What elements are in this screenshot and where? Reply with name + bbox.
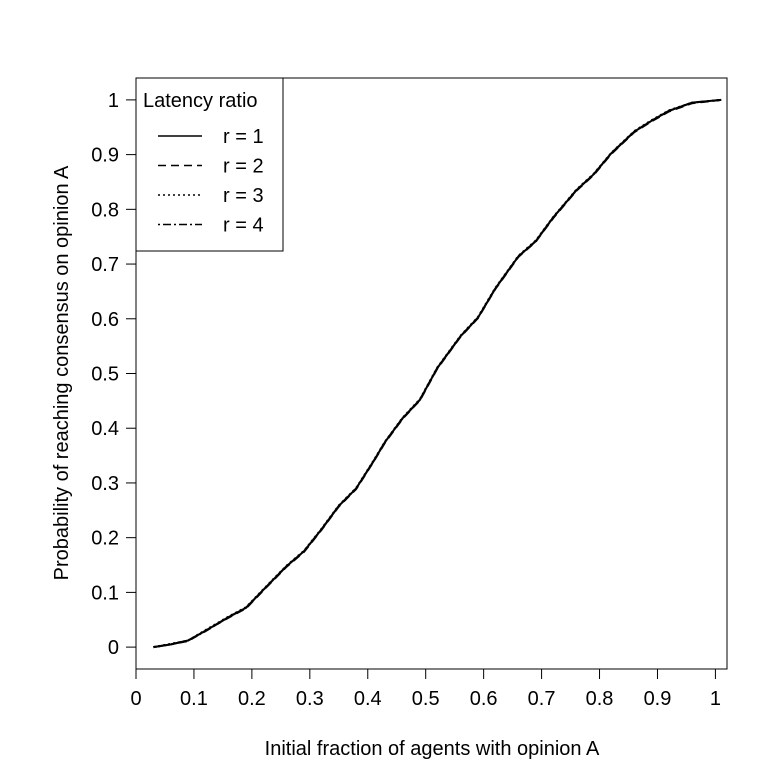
x-tick-label: 0.2 [238,688,266,710]
legend-items: r = 1 r = 2 r = 3 r = 4 [158,126,264,237]
x-tick-label: 0.1 [180,688,208,710]
x-tick-label: 0.5 [412,688,440,710]
legend-label: r = 3 [223,185,264,207]
legend-box [135,77,284,252]
x-tick-label: 0.7 [528,688,556,710]
y-tick-label: 0.2 [91,528,119,550]
legend-label: r = 2 [223,156,264,178]
x-axis-title: Initial fraction of agents with opinion … [265,738,600,760]
y-axis: 0 0.1 0.2 0.3 0.4 0.5 0.6 0.7 0.8 0.9 1 [91,90,137,659]
y-tick-label: 0.5 [91,364,119,386]
x-tick-label: 0.9 [644,688,672,710]
x-axis: 0 0.1 0.2 0.3 0.4 0.5 0.6 0.7 0.8 0.9 1 [130,668,721,710]
legend-label: r = 1 [223,126,264,148]
x-tick-label: 0.6 [470,688,498,710]
x-tick-label: 0.8 [586,688,614,710]
y-axis-title: Probability of reaching consensus on opi… [51,165,73,580]
x-tick-label: 1 [710,688,721,710]
y-tick-label: 0.8 [91,199,119,221]
x-tick-label: 0.3 [296,688,324,710]
y-tick-label: 0.4 [91,418,119,440]
y-tick-label: 0.3 [91,473,119,495]
series-layer [153,98,722,649]
x-tick-label: 0 [130,688,141,710]
x-tick-label: 0.4 [354,688,382,710]
y-tick-label: 0 [108,637,119,659]
legend-label: r = 4 [223,215,264,237]
y-tick-label: 1 [108,90,119,112]
y-tick-label: 0.9 [91,145,119,167]
series-line-r4 [153,98,722,649]
y-tick-label: 0.6 [91,309,119,331]
y-tick-label: 0.1 [91,582,119,604]
legend: Latency ratio r = 1 r = 2 r = 3 r = 4 [135,77,284,252]
y-tick-label: 0.7 [91,254,119,276]
legend-title: Latency ratio [143,90,258,112]
